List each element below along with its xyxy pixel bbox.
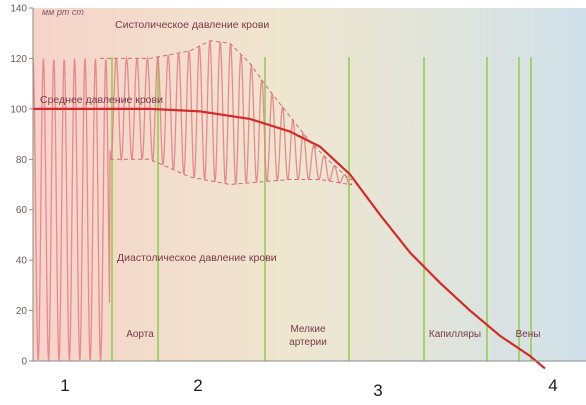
pressure-oscillation-series xyxy=(32,39,353,362)
region-label: Капилляры xyxy=(429,329,481,340)
y-tick-label: 140 xyxy=(10,4,27,15)
y-tick-label: 60 xyxy=(16,205,28,216)
systolic-label: Систолическое давление крови xyxy=(115,19,269,31)
y-tick-label: 0 xyxy=(21,357,27,368)
y-tick-label: 100 xyxy=(10,104,27,115)
y-tick-label: 20 xyxy=(16,306,28,317)
diastolic-envelope xyxy=(110,158,352,186)
region-labels: Аорта Мелкие артерии Капилляры Вены xyxy=(126,324,540,348)
y-tick-label: 80 xyxy=(16,155,28,166)
segment-label: 4 xyxy=(548,376,557,395)
region-label: Аорта xyxy=(126,329,154,340)
segment-labels: 1 2 3 4 xyxy=(60,376,557,400)
segment-label: 1 xyxy=(60,376,69,395)
vessel-boundaries xyxy=(111,57,532,361)
y-unit-label: мм рт ст xyxy=(42,7,84,17)
y-tick-label: 40 xyxy=(16,256,28,267)
y-tick-labels: 0 20 40 60 80 100 120 140 xyxy=(10,4,33,368)
mean-label: Среднее давление крови xyxy=(40,94,163,106)
mean-pressure-series xyxy=(32,107,546,370)
region-label: Вены xyxy=(516,329,541,340)
region-label: Мелкие артерии xyxy=(289,324,327,348)
diastolic-label: Диастолическое давление крови xyxy=(117,252,277,264)
pressure-waveform xyxy=(32,39,353,362)
y-tick-label: 120 xyxy=(10,54,27,65)
segment-label: 3 xyxy=(373,381,382,400)
segment-label: 2 xyxy=(193,376,202,395)
mean-pressure-line xyxy=(32,107,546,370)
